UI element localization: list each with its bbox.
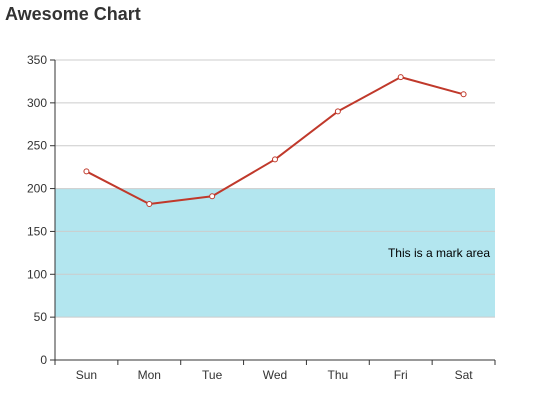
- y-tick-label: 100: [27, 267, 47, 281]
- series-layer: [85, 76, 464, 205]
- data-point: [209, 193, 216, 200]
- series-line: [85, 76, 464, 205]
- x-tick-label: Mon: [138, 368, 161, 382]
- y-tick-label: 0: [40, 353, 47, 367]
- y-tick-label: 50: [34, 310, 48, 324]
- x-tick-label: Sat: [455, 368, 474, 382]
- annotation-layer: This is a mark area: [388, 246, 490, 260]
- x-tick-label: Sun: [76, 368, 97, 382]
- mark-area: [55, 188, 495, 318]
- data-point: [397, 74, 404, 81]
- data-point: [334, 108, 341, 115]
- y-tick-label: 300: [27, 96, 47, 110]
- y-tick-label: 350: [27, 53, 47, 67]
- x-tick-label: Fri: [394, 368, 408, 382]
- y-tick-label: 150: [27, 224, 47, 238]
- data-point: [460, 91, 467, 98]
- axes: [50, 59, 496, 365]
- y-tick-label: 200: [27, 182, 47, 196]
- mark-area-label: This is a mark area: [388, 246, 490, 260]
- data-point: [272, 156, 278, 163]
- chart-title: Awesome Chart: [5, 4, 141, 24]
- mark-area-layer: [55, 188, 495, 318]
- data-point: [146, 201, 153, 207]
- data-point: [83, 168, 90, 175]
- x-tick-label: Tue: [202, 368, 223, 382]
- y-tick-label: 250: [27, 139, 47, 153]
- tick-labels: 0 50 100 150 200 250 300 350 Sun Mon Tue Wed Thu Fri S…: [27, 53, 473, 382]
- points-layer: [83, 74, 467, 207]
- x-tick-label: Thu: [328, 368, 349, 382]
- gridlines: [55, 59, 495, 318]
- x-tick-label: Wed: [263, 368, 287, 382]
